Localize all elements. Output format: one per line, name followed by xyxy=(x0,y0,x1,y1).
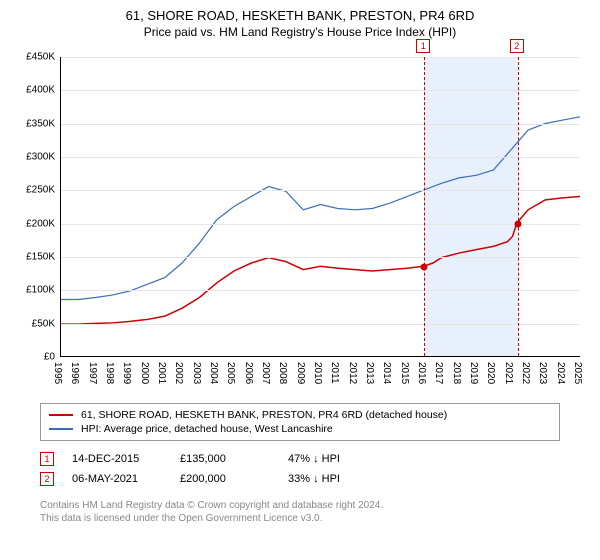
gridline xyxy=(61,57,580,58)
y-tick-label: £100K xyxy=(10,285,55,296)
series-hpi xyxy=(61,117,580,300)
x-tick-label: 2013 xyxy=(364,362,375,384)
x-tick-label: 2010 xyxy=(312,362,323,384)
sale-hpi_delta: 47% ↓ HPI xyxy=(288,453,378,465)
y-tick-label: £400K xyxy=(10,85,55,96)
footer-attribution: Contains HM Land Registry data © Crown c… xyxy=(40,499,560,525)
y-tick-label: £0 xyxy=(10,352,55,363)
guide-line xyxy=(424,57,425,356)
gridline xyxy=(61,290,580,291)
sale-row-marker: 2 xyxy=(40,472,54,486)
x-tick-label: 1996 xyxy=(69,362,80,384)
chart-title-block: 61, SHORE ROAD, HESKETH BANK, PRESTON, P… xyxy=(8,8,592,39)
sale-row-marker: 1 xyxy=(40,452,54,466)
x-tick-label: 2023 xyxy=(537,362,548,384)
x-tick-label: 2025 xyxy=(572,362,583,384)
x-tick-label: 2004 xyxy=(208,362,219,384)
sale-date: 06-MAY-2021 xyxy=(72,473,162,485)
sale-marker-1: 1 xyxy=(416,39,430,53)
x-tick-label: 2006 xyxy=(243,362,254,384)
y-tick-label: £350K xyxy=(10,118,55,129)
sale-date: 14-DEC-2015 xyxy=(72,453,162,465)
x-tick-label: 2001 xyxy=(156,362,167,384)
x-tick-label: 2009 xyxy=(295,362,306,384)
footer-line-2: This data is licensed under the Open Gov… xyxy=(40,512,560,525)
x-tick-label: 1997 xyxy=(87,362,98,384)
y-tick-label: £300K xyxy=(10,152,55,163)
legend-swatch xyxy=(49,428,73,430)
chart-title: 61, SHORE ROAD, HESKETH BANK, PRESTON, P… xyxy=(8,8,592,23)
chart-area: £0 £50K £100K £150K £200K £250K £300K £350K £400… xyxy=(10,47,590,397)
gridline xyxy=(61,124,580,125)
x-tick-label: 2018 xyxy=(451,362,462,384)
sale-row: 1 14-DEC-2015 £135,000 47% ↓ HPI xyxy=(40,449,560,469)
x-tick-label: 1998 xyxy=(104,362,115,384)
x-tick-label: 2024 xyxy=(555,362,566,384)
x-tick-label: 1999 xyxy=(121,362,132,384)
y-tick-label: £150K xyxy=(10,252,55,263)
x-tick-label: 1995 xyxy=(52,362,63,384)
sale-row: 2 06-MAY-2021 £200,000 33% ↓ HPI xyxy=(40,469,560,489)
x-tick-label: 2012 xyxy=(347,362,358,384)
x-tick-label: 2003 xyxy=(191,362,202,384)
x-tick-label: 2016 xyxy=(416,362,427,384)
x-tick-label: 2021 xyxy=(503,362,514,384)
x-tick-label: 2002 xyxy=(173,362,184,384)
gridline xyxy=(61,257,580,258)
gridline xyxy=(61,190,580,191)
x-tick-label: 2011 xyxy=(329,362,340,384)
legend-label: 61, SHORE ROAD, HESKETH BANK, PRESTON, P… xyxy=(81,409,447,421)
guide-line xyxy=(518,57,519,356)
y-tick-label: £450K xyxy=(10,52,55,63)
chart-lines xyxy=(61,57,580,356)
x-tick-label: 2007 xyxy=(260,362,271,384)
y-tick-label: £250K xyxy=(10,185,55,196)
legend-item: HPI: Average price, detached house, West… xyxy=(49,422,551,436)
x-tick-label: 2008 xyxy=(277,362,288,384)
sale-price: £200,000 xyxy=(180,473,270,485)
gridline xyxy=(61,157,580,158)
sales-table: 1 14-DEC-2015 £135,000 47% ↓ HPI 2 06-MAY-202… xyxy=(40,449,560,489)
gridline xyxy=(61,90,580,91)
legend: 61, SHORE ROAD, HESKETH BANK, PRESTON, P… xyxy=(40,403,560,441)
gridline xyxy=(61,324,580,325)
x-tick-label: 2020 xyxy=(485,362,496,384)
chart-subtitle: Price paid vs. HM Land Registry's House … xyxy=(8,25,592,39)
x-tick-label: 2019 xyxy=(468,362,479,384)
legend-label: HPI: Average price, detached house, West… xyxy=(81,423,333,435)
x-tick-label: 2014 xyxy=(381,362,392,384)
x-tick-label: 2017 xyxy=(433,362,444,384)
y-tick-label: £200K xyxy=(10,218,55,229)
legend-swatch xyxy=(49,414,73,416)
gridline xyxy=(61,224,580,225)
x-tick-label: 2022 xyxy=(520,362,531,384)
legend-item: 61, SHORE ROAD, HESKETH BANK, PRESTON, P… xyxy=(49,408,551,422)
sale-point-1 xyxy=(421,264,428,271)
sale-price: £135,000 xyxy=(180,453,270,465)
footer-line-1: Contains HM Land Registry data © Crown c… xyxy=(40,499,560,512)
sale-hpi_delta: 33% ↓ HPI xyxy=(288,473,378,485)
sale-marker-2: 2 xyxy=(510,39,524,53)
series-subject xyxy=(61,197,580,325)
x-tick-label: 2015 xyxy=(399,362,410,384)
sale-point-2 xyxy=(514,220,521,227)
x-tick-label: 2005 xyxy=(225,362,236,384)
x-tick-label: 2000 xyxy=(139,362,150,384)
y-tick-label: £50K xyxy=(10,318,55,329)
plot-region xyxy=(60,57,580,357)
